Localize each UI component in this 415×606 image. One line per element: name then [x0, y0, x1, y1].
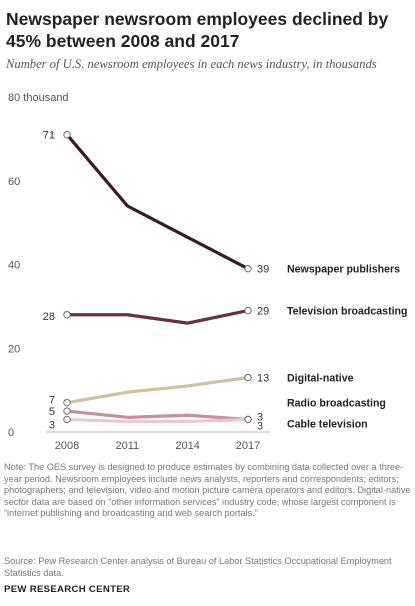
series-line [65, 409, 250, 422]
y-tick-label: 60 [8, 176, 20, 188]
data-label: 3 [257, 420, 263, 432]
data-point-marker [63, 130, 71, 139]
chart-note: Note: The OES survey is designed to prod… [4, 462, 411, 519]
data-label: 3 [257, 411, 263, 423]
data-point-marker [63, 407, 71, 415]
y-tick-label: 20 [8, 343, 20, 355]
data-label: 5 [49, 406, 55, 418]
data-point-marker [63, 311, 71, 319]
x-tick-label: 2017 [236, 440, 260, 452]
data-label: 3 [49, 419, 55, 431]
x-tick-label: 2011 [116, 440, 140, 452]
series-line [65, 308, 250, 325]
organization-credit: PEW RESEARCH CENTER [4, 584, 131, 595]
chart-source: Source: Pew Research Center analysis of … [4, 556, 392, 578]
y-tick-label: 0 [8, 427, 14, 439]
data-point-marker [244, 373, 252, 382]
series-line [65, 417, 250, 424]
data-point-marker [244, 306, 252, 315]
chart-subtitle: Number of U.S. newsroom employees in eac… [6, 57, 377, 71]
data-label: 29 [257, 306, 269, 318]
series-name-label: Digital-native [287, 373, 354, 385]
y-tick-label: 40 [8, 260, 20, 272]
series-name-label: Television broadcasting [287, 306, 407, 318]
series-name-label: Cable television [287, 418, 368, 430]
data-label: 7 [49, 395, 55, 407]
data-label: 71 [43, 130, 55, 142]
data-label: 13 [257, 373, 269, 385]
series-name-label: Newspaper publishers [287, 264, 400, 276]
x-tick-label: 2008 [55, 440, 79, 452]
data-label: 39 [257, 264, 269, 276]
chart-title: Newspaper newsroom employees declined by… [6, 9, 389, 51]
data-point-marker [63, 398, 71, 407]
data-point-marker [244, 415, 252, 424]
line-chart: 0 20 40 60 80 thousand 2008 2011 2014 2017 71 39 Ne… [8, 92, 407, 452]
x-tick-label: 2014 [175, 440, 199, 452]
series-line [65, 375, 250, 405]
series-name-label: Radio broadcasting [287, 397, 386, 409]
data-label: 28 [43, 311, 55, 323]
data-point-marker [63, 415, 71, 424]
data-point-marker [244, 264, 252, 273]
series-line [65, 133, 250, 271]
y-tick-label: 80 thousand [8, 92, 69, 104]
